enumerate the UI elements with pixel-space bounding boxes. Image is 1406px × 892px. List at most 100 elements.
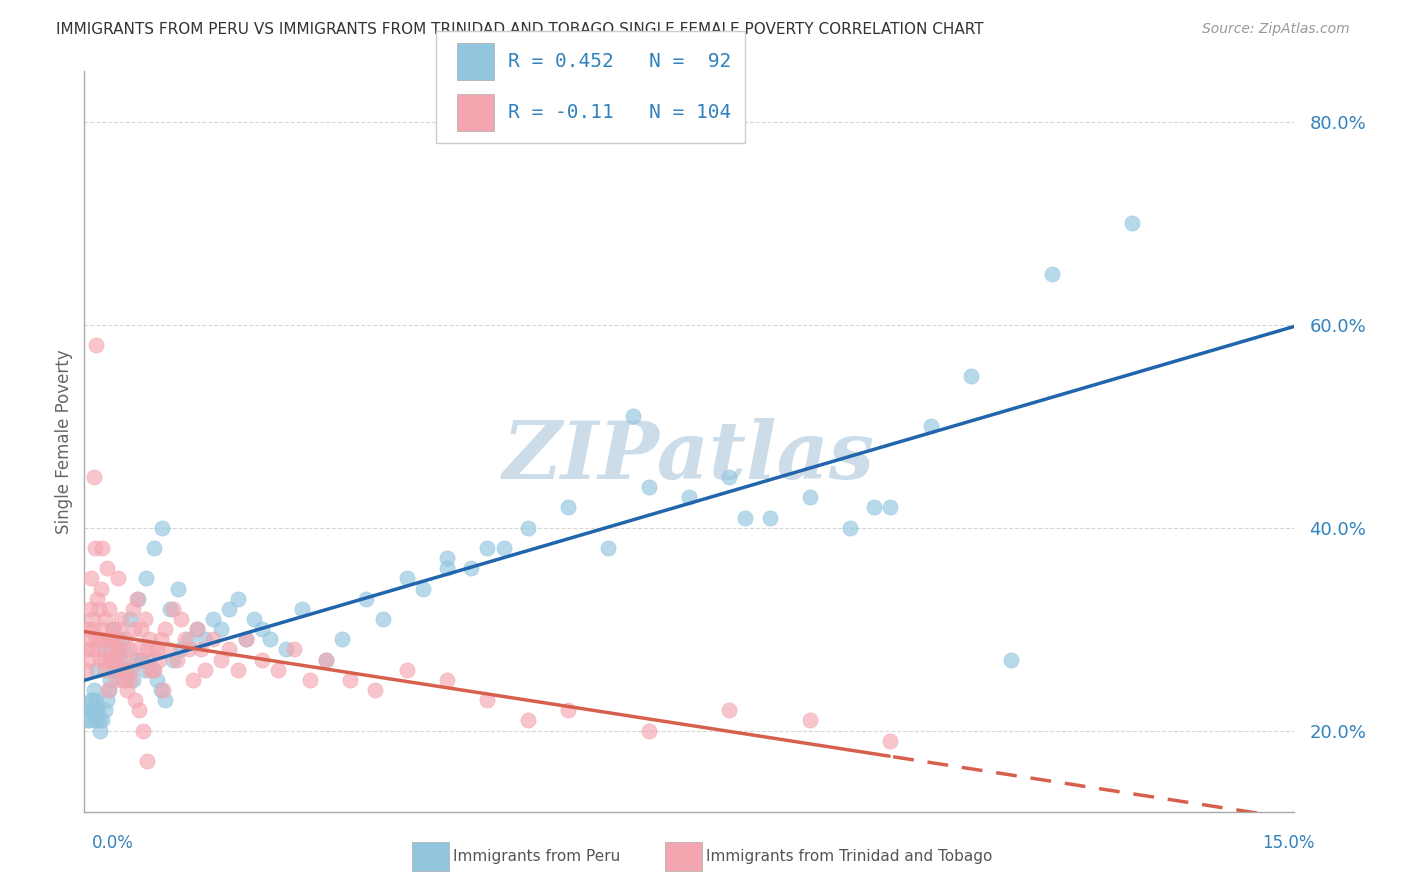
Point bbox=[412, 582, 434, 596]
Point bbox=[136, 754, 159, 768]
Point bbox=[90, 582, 112, 596]
Point bbox=[557, 500, 579, 515]
Point bbox=[150, 521, 173, 535]
Point bbox=[80, 612, 103, 626]
Point bbox=[82, 642, 104, 657]
Point bbox=[77, 632, 100, 647]
Point bbox=[339, 673, 361, 687]
Point bbox=[371, 612, 394, 626]
Point bbox=[194, 663, 217, 677]
Point bbox=[235, 632, 257, 647]
Point bbox=[157, 642, 180, 657]
Point bbox=[86, 693, 108, 707]
Point bbox=[89, 652, 111, 666]
Point bbox=[166, 652, 188, 666]
Point bbox=[839, 521, 862, 535]
Point bbox=[118, 663, 141, 677]
Point bbox=[115, 683, 138, 698]
Point bbox=[120, 663, 142, 677]
Point bbox=[86, 591, 108, 606]
Point bbox=[82, 703, 104, 717]
Point bbox=[218, 602, 240, 616]
Point bbox=[89, 723, 111, 738]
Point bbox=[94, 632, 117, 647]
Point bbox=[82, 622, 104, 636]
Point bbox=[97, 683, 120, 698]
Point bbox=[128, 703, 150, 717]
Point bbox=[152, 683, 174, 698]
Text: R = -0.11   N = 104: R = -0.11 N = 104 bbox=[508, 103, 731, 122]
Point bbox=[242, 612, 264, 626]
Point bbox=[190, 642, 212, 657]
Point bbox=[799, 714, 821, 728]
Point bbox=[209, 622, 232, 636]
Point bbox=[86, 338, 108, 352]
Point bbox=[149, 683, 172, 698]
Point bbox=[103, 622, 125, 636]
Point bbox=[209, 652, 232, 666]
Point bbox=[170, 612, 193, 626]
Point bbox=[148, 652, 170, 666]
Point bbox=[142, 663, 165, 677]
Point bbox=[1040, 267, 1063, 281]
Point bbox=[87, 703, 110, 717]
Point bbox=[112, 642, 135, 657]
Point bbox=[879, 500, 901, 515]
Point bbox=[89, 632, 111, 647]
Text: R = 0.452   N =  92: R = 0.452 N = 92 bbox=[508, 52, 731, 70]
Point bbox=[330, 632, 353, 647]
Point bbox=[250, 652, 273, 666]
Point bbox=[315, 652, 337, 666]
Point bbox=[87, 714, 110, 728]
Point bbox=[315, 652, 337, 666]
Point bbox=[124, 693, 146, 707]
Point bbox=[82, 693, 104, 707]
Point bbox=[863, 500, 886, 515]
Point bbox=[734, 510, 756, 524]
Point bbox=[179, 632, 201, 647]
Point bbox=[149, 632, 172, 647]
Point bbox=[186, 622, 208, 636]
Point bbox=[129, 622, 152, 636]
Point bbox=[79, 602, 101, 616]
Point bbox=[186, 622, 208, 636]
Point bbox=[80, 693, 103, 707]
Point bbox=[127, 591, 149, 606]
Point bbox=[202, 612, 225, 626]
Point bbox=[104, 652, 127, 666]
Point bbox=[84, 632, 107, 647]
Point bbox=[75, 663, 97, 677]
Point bbox=[110, 612, 132, 626]
Point bbox=[83, 683, 105, 698]
Point bbox=[477, 541, 499, 555]
Point bbox=[291, 602, 314, 616]
Point bbox=[159, 602, 181, 616]
Point bbox=[267, 663, 290, 677]
Point bbox=[87, 642, 110, 657]
Point bbox=[104, 652, 127, 666]
Point bbox=[960, 368, 983, 383]
Point bbox=[110, 652, 132, 666]
Point bbox=[136, 642, 159, 657]
Text: Source: ZipAtlas.com: Source: ZipAtlas.com bbox=[1202, 22, 1350, 37]
Point bbox=[678, 491, 700, 505]
Point bbox=[120, 673, 142, 687]
Point bbox=[758, 510, 780, 524]
Point bbox=[162, 602, 184, 616]
Point bbox=[101, 663, 124, 677]
Point bbox=[105, 642, 128, 657]
Point bbox=[97, 602, 120, 616]
Point bbox=[1000, 652, 1022, 666]
Point bbox=[718, 703, 741, 717]
Point bbox=[94, 642, 117, 657]
Point bbox=[492, 541, 515, 555]
Text: ZIPatlas: ZIPatlas bbox=[503, 417, 875, 495]
Point bbox=[110, 632, 132, 647]
Point bbox=[516, 714, 538, 728]
Point bbox=[107, 642, 129, 657]
Point bbox=[84, 703, 107, 717]
Point bbox=[121, 673, 143, 687]
Point bbox=[179, 642, 201, 657]
Point bbox=[143, 663, 166, 677]
Point bbox=[77, 714, 100, 728]
